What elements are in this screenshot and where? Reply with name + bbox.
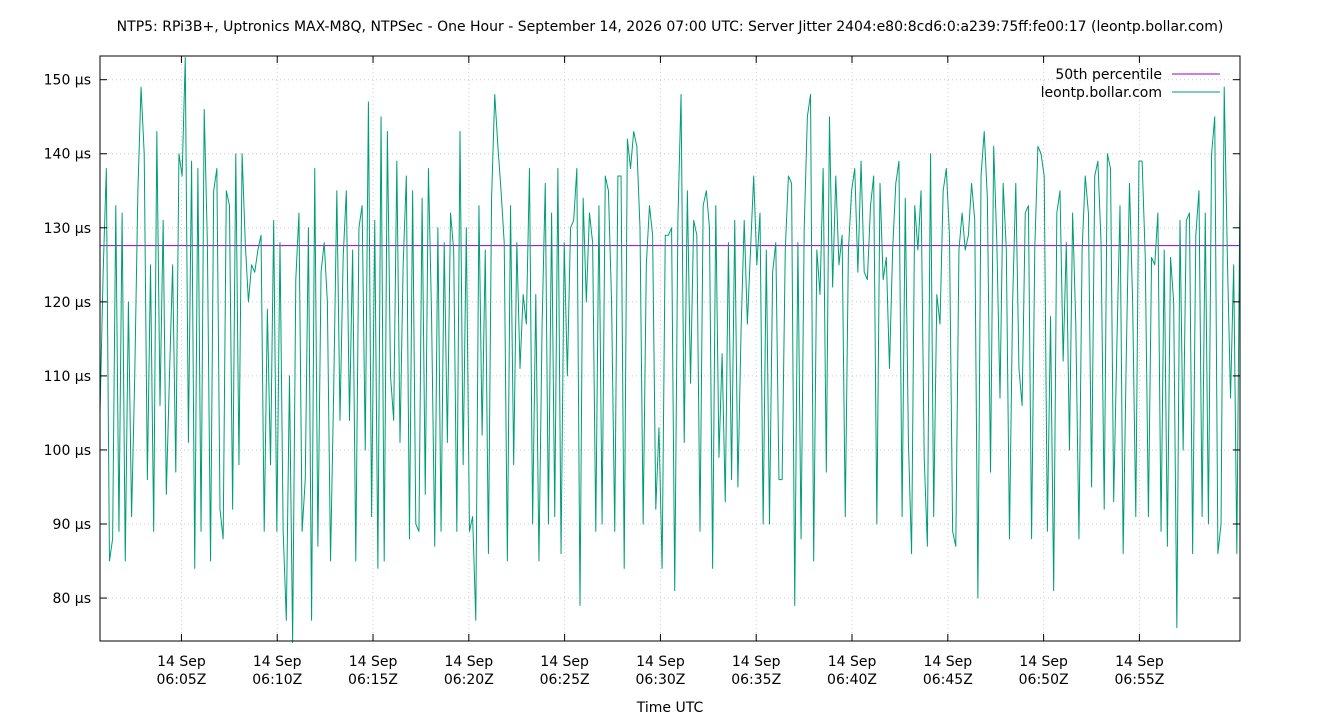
x-tick-label-date: 14 Sep xyxy=(253,654,302,670)
x-tick-label-time: 06:40Z xyxy=(827,672,877,688)
x-tick-label-time: 06:25Z xyxy=(540,672,590,688)
x-axis-label: Time UTC xyxy=(636,700,704,716)
x-tick-label-date: 14 Sep xyxy=(157,654,206,670)
legend: 50th percentile leontp.bollar.com xyxy=(1041,67,1220,101)
chart-title: NTP5: RPi3B+, Uptronics MAX-M8Q, NTPSec … xyxy=(116,19,1224,35)
x-tick-label-time: 06:50Z xyxy=(1019,672,1069,688)
x-tick-label-time: 06:05Z xyxy=(156,672,206,688)
y-tick-label: 90 µs xyxy=(53,517,91,533)
y-tick-label: 130 µs xyxy=(44,221,91,237)
x-tick-label-date: 14 Sep xyxy=(540,654,589,670)
y-tick-label: 120 µs xyxy=(44,295,91,311)
y-tick-label: 80 µs xyxy=(53,591,91,607)
x-tick-label-date: 14 Sep xyxy=(349,654,398,670)
x-tick-label-time: 06:20Z xyxy=(444,672,494,688)
y-tick-label: 140 µs xyxy=(44,147,91,163)
x-tick-label-time: 06:30Z xyxy=(635,672,685,688)
x-tick-label-time: 06:55Z xyxy=(1114,672,1164,688)
x-tick-label-date: 14 Sep xyxy=(828,654,877,670)
x-tick-label-time: 06:10Z xyxy=(252,672,302,688)
y-tick-label: 150 µs xyxy=(44,73,91,89)
plot-frame xyxy=(99,55,1241,642)
ticks: 80 µs 90 µs 100 µs 110 µs 120 µs 130 µs 140 µs… xyxy=(44,56,1240,688)
legend-label: leontp.bollar.com xyxy=(1041,85,1162,101)
x-tick-label-time: 06:45Z xyxy=(923,672,973,688)
x-tick-label-date: 14 Sep xyxy=(1019,654,1068,670)
x-tick-label-date: 14 Sep xyxy=(923,654,972,670)
x-tick-label-date: 14 Sep xyxy=(636,654,685,670)
x-tick-label-date: 14 Sep xyxy=(444,654,493,670)
series-layer xyxy=(99,56,1241,643)
x-tick-label-date: 14 Sep xyxy=(732,654,781,670)
x-tick-label-time: 06:35Z xyxy=(731,672,781,688)
x-tick-label-date: 14 Sep xyxy=(1115,654,1164,670)
x-tick-label-time: 06:15Z xyxy=(348,672,398,688)
grid xyxy=(100,56,1240,641)
y-tick-label: 100 µs xyxy=(44,443,91,459)
y-tick-label: 110 µs xyxy=(44,369,91,385)
series-line-leontp xyxy=(99,56,1241,643)
legend-label: 50th percentile xyxy=(1055,67,1162,83)
